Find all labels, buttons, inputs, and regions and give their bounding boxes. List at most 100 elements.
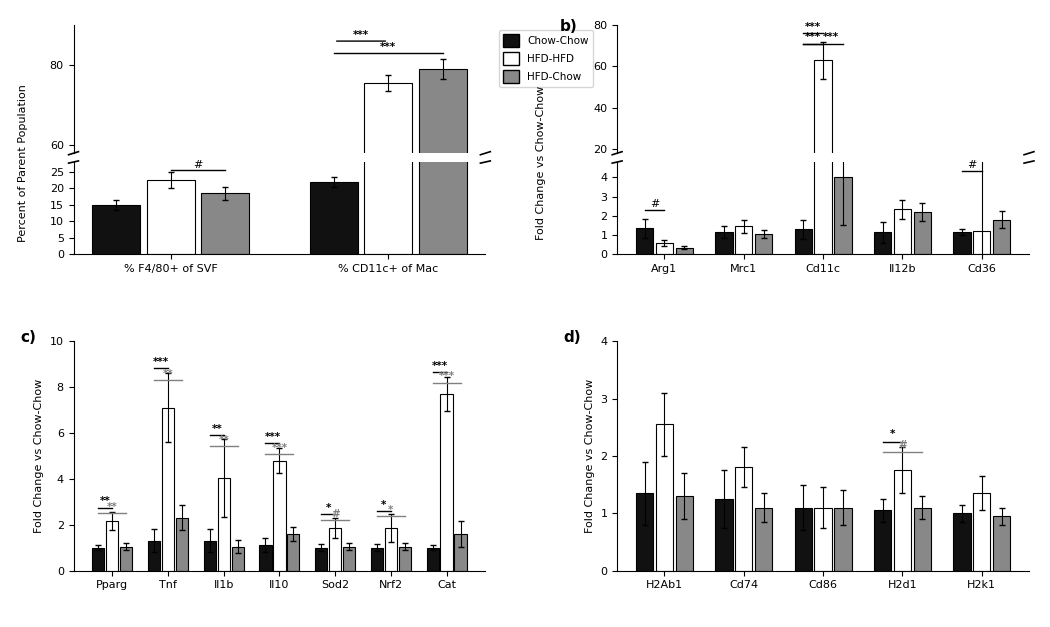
Bar (120, 547, 132, 571)
Bar (715, 232, 733, 255)
Bar (204, 540, 216, 571)
Bar (755, 188, 773, 191)
Text: *: * (388, 505, 394, 515)
Bar (675, 248, 693, 255)
Text: #: # (898, 440, 907, 450)
Text: Fold Change vs Chow-Chow: Fold Change vs Chow-Chow (536, 86, 546, 240)
Bar (815, 507, 832, 571)
Text: ***: *** (823, 32, 839, 42)
Bar (834, 182, 852, 191)
Bar (914, 507, 931, 571)
Bar (993, 516, 1010, 571)
Text: #: # (967, 160, 977, 170)
Bar (815, 60, 832, 191)
Y-axis label: Fold Change vs Chow-Chow: Fold Change vs Chow-Chow (35, 379, 44, 533)
Bar (894, 186, 911, 191)
Bar (655, 243, 673, 255)
Bar (914, 186, 931, 191)
Bar (795, 187, 812, 191)
Bar (655, 424, 673, 571)
Bar (914, 212, 931, 255)
Bar (655, 189, 673, 191)
Bar (894, 209, 911, 255)
Bar (259, 545, 272, 571)
Bar (92, 547, 105, 571)
Bar (834, 507, 852, 571)
Bar (343, 547, 355, 571)
Text: b): b) (560, 19, 578, 34)
Text: **: ** (100, 497, 110, 507)
Bar (735, 226, 753, 255)
Bar (993, 219, 1010, 255)
Bar (755, 507, 773, 571)
Bar (106, 521, 119, 571)
Text: #: # (331, 508, 339, 519)
Bar (148, 540, 161, 571)
Bar (715, 188, 733, 191)
Bar (993, 187, 1010, 191)
Text: **: ** (211, 424, 223, 435)
Text: c): c) (20, 330, 36, 345)
Bar (834, 177, 852, 255)
Bar (371, 547, 383, 571)
Bar (315, 547, 328, 571)
Bar (217, 478, 230, 571)
Bar (675, 190, 693, 191)
Bar (874, 232, 891, 255)
Bar (874, 188, 891, 191)
Text: ***: *** (432, 361, 447, 371)
Bar (310, 182, 358, 255)
Bar (953, 514, 970, 571)
Text: #: # (193, 160, 203, 169)
Bar (455, 534, 466, 571)
Bar (419, 69, 466, 386)
Text: **: ** (163, 369, 173, 379)
Bar (755, 234, 773, 255)
Bar (426, 547, 439, 571)
Bar (715, 499, 733, 571)
Text: Percent of Parent Population: Percent of Parent Population (18, 84, 28, 242)
Bar (440, 394, 453, 571)
Text: ***: *** (380, 42, 396, 52)
Bar (231, 547, 244, 571)
Bar (953, 188, 970, 191)
Bar (636, 228, 653, 255)
Bar (329, 528, 341, 571)
Text: *: * (326, 503, 331, 514)
Bar (175, 518, 188, 571)
Text: ***: *** (805, 22, 821, 32)
Text: ***: *** (805, 32, 821, 42)
Bar (162, 408, 174, 571)
Bar (894, 470, 911, 571)
Text: ***: *** (153, 357, 169, 367)
Text: ***: *** (439, 371, 455, 381)
Bar (795, 507, 812, 571)
Bar (364, 6, 413, 255)
Bar (636, 493, 653, 571)
Bar (310, 297, 358, 386)
Bar (288, 534, 299, 571)
Bar (953, 232, 970, 255)
Bar (973, 493, 990, 571)
Text: ***: *** (265, 432, 280, 442)
Bar (874, 510, 891, 571)
Bar (364, 83, 413, 386)
Bar (147, 180, 194, 255)
Bar (273, 461, 286, 571)
Text: **: ** (107, 502, 118, 512)
Text: #: # (650, 199, 659, 209)
Bar (92, 205, 140, 255)
Text: *: * (381, 500, 386, 510)
Bar (636, 187, 653, 191)
Legend: Chow-Chow, HFD-HFD, HFD-Chow: Chow-Chow, HFD-HFD, HFD-Chow (499, 30, 592, 87)
Bar (201, 193, 249, 255)
Bar (735, 187, 753, 191)
Bar (675, 496, 693, 571)
Bar (973, 188, 990, 191)
Text: **: ** (218, 435, 229, 445)
Bar (399, 547, 411, 571)
Bar (419, 0, 466, 255)
Bar (815, 0, 832, 255)
Text: *: * (889, 429, 896, 440)
Bar (147, 295, 194, 386)
